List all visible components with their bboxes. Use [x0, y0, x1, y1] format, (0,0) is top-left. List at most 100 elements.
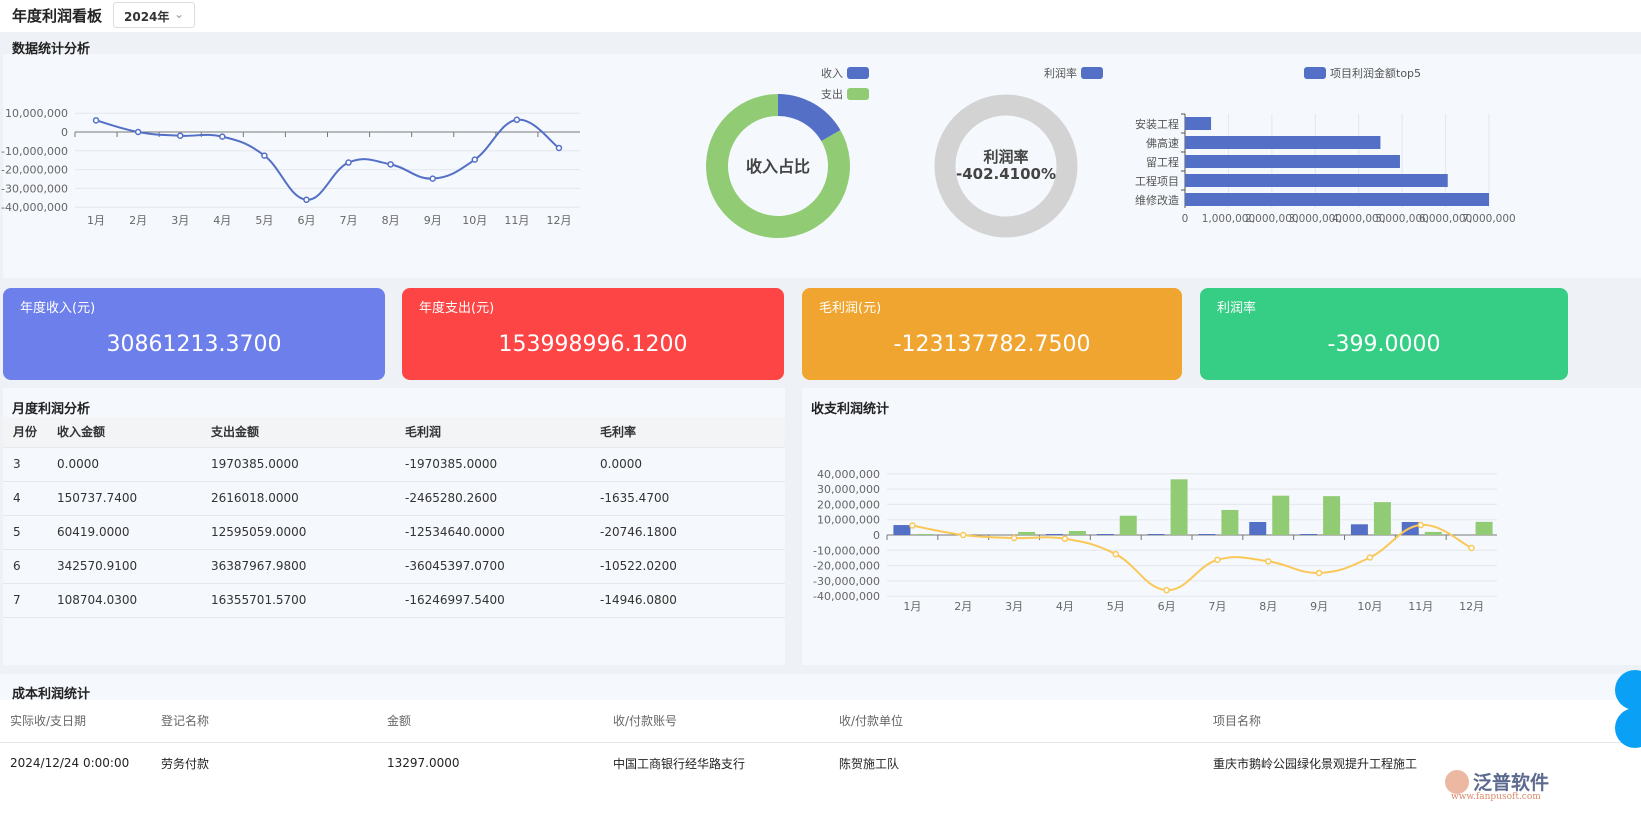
table-cell: -20746.1800: [590, 515, 785, 550]
column-header: 毛利率: [590, 417, 785, 448]
table-cell: 13297.0000: [387, 756, 460, 771]
table-row: 7 108704.0300 16355701.5700 -16246997.5400-…: [3, 583, 785, 618]
x-tick-label: 4,000,000: [1332, 213, 1385, 225]
y-tick-label: -40,000,000: [813, 590, 880, 603]
x-tick-label: 1月: [87, 214, 105, 227]
data-point: [219, 133, 226, 140]
expense-bar: [1221, 509, 1239, 535]
x-tick-label: 3,000,000: [1289, 213, 1342, 225]
income-bar: [1147, 534, 1165, 535]
section-title-stats: 数据统计分析: [12, 42, 91, 57]
data-point: [1417, 521, 1424, 529]
expense-bar: [1119, 515, 1137, 535]
legend-swatch: [1304, 67, 1326, 79]
profit-rate-title: 利润率: [983, 148, 1028, 166]
data-point: [92, 117, 100, 124]
expense-bar: [1272, 495, 1290, 535]
y-tick-label: -20,000,000: [813, 560, 880, 573]
column-header: 实际收/支日期: [0, 700, 151, 743]
data-point: [429, 175, 436, 182]
y-tick-label: 40,000,000: [817, 468, 880, 481]
data-point: [261, 152, 268, 159]
y-tick-label: 佛高速: [1146, 136, 1179, 150]
y-tick-label: -30,000,000: [813, 575, 880, 588]
y-tick-label: -30,000,000: [1, 182, 68, 195]
kpi-card-title: 年度支出(元): [419, 301, 495, 316]
y-tick-label: 0: [61, 126, 68, 139]
x-tick-label: 4月: [213, 214, 231, 227]
page-title: 年度利润看板: [12, 7, 103, 25]
x-tick-label: 6月: [297, 214, 315, 227]
table-cell: 16355701.5700: [201, 583, 395, 618]
table-cell: 7: [3, 583, 47, 618]
data-point: [1061, 535, 1069, 543]
x-tick-label: 11月: [504, 214, 529, 227]
table-row: 6 342570.9100 36387967.9800 -36045397.0700-…: [3, 549, 785, 584]
table-cell: -2465280.2600: [395, 481, 590, 516]
expense-bar: [1424, 531, 1442, 535]
column-header: 收入金额: [47, 417, 201, 448]
table-cell: -10522.0200: [590, 549, 785, 584]
expense-bar: [1068, 530, 1086, 535]
x-tick-label: 7月: [1208, 600, 1226, 613]
table-cell: -16246997.5400: [395, 583, 590, 618]
data-point: [176, 132, 184, 139]
bar: [1185, 117, 1212, 130]
bar: [1185, 174, 1448, 187]
legend-label: 项目利润金额top5: [1330, 66, 1421, 80]
bar: [1185, 155, 1400, 168]
x-tick-label: 6,000,000: [1419, 213, 1472, 225]
x-tick-label: 2月: [954, 600, 972, 613]
expense-bar: [1323, 496, 1341, 535]
logo-icon: [1445, 770, 1469, 794]
y-tick-label: 0: [873, 529, 880, 542]
pie-slice-expense: [706, 94, 851, 238]
table-cell: 0.0000: [590, 447, 785, 482]
year-select[interactable]: 2024年 ⌄: [113, 2, 195, 28]
data-point: [134, 128, 142, 136]
y-tick-label: 10,000,000: [5, 107, 68, 120]
float-button-chat[interactable]: [1615, 708, 1641, 748]
table-row: 4 150737.7400 2616018.0000 -2465280.2600 -16…: [3, 481, 785, 516]
table-cell: -1970385.0000: [395, 447, 590, 482]
y-tick-label: 留工程: [1146, 156, 1179, 169]
expense-bar: [1475, 521, 1493, 535]
income-expense-chart: 40,000,000 30,000,000 20,000,000 10,000,000…: [813, 468, 1497, 613]
data-point: [960, 531, 967, 539]
float-button-help[interactable]: [1615, 670, 1641, 710]
table-row: 2024/12/24 0:00:00 劳务付款 13297.0000 中国工商银行经华…: [0, 742, 1641, 784]
income-bar: [1045, 534, 1063, 535]
kpi-card: 利润率 -399.0000: [1200, 288, 1568, 380]
section-title-cost: 成本利润统计: [12, 687, 91, 702]
kpi-card-title: 毛利润(元): [819, 301, 882, 316]
kpi-card-value: -123137782.7500: [893, 332, 1091, 357]
column-header: 月份: [3, 417, 47, 448]
kpi-card: 毛利润(元) -123137782.7500: [802, 288, 1182, 380]
table-cell: 36387967.9800: [201, 549, 395, 584]
x-tick-label: 12月: [546, 214, 571, 227]
table-row: 5 60419.0000 12595059.0000 -12534640.0000 -2…: [3, 515, 785, 550]
table-cell: 重庆市鹅岭公园绿化景观提升工程施工: [1213, 756, 1418, 771]
y-tick-label: -40,000,000: [1, 201, 68, 214]
income-bar: [1249, 521, 1267, 535]
table-cell: 劳务付款: [161, 756, 210, 771]
x-tick-label: 1月: [903, 600, 921, 613]
data-point: [1265, 558, 1272, 565]
kpi-card: 年度收入(元) 30861213.3700: [3, 288, 385, 380]
column-header: 登记名称: [151, 700, 377, 743]
y-tick-label: 20,000,000: [817, 498, 880, 511]
data-point: [387, 161, 394, 168]
pie-slice-income: [778, 94, 841, 142]
cost-table: 实际收/支日期 登记名称 金额 收/付款账号 收/付款单位 项目名称 2024/12/24 …: [0, 700, 1641, 784]
y-tick-label: 30,000,000: [817, 483, 880, 496]
table-cell: 5: [3, 515, 47, 550]
column-header: 项目名称: [1203, 700, 1641, 743]
y-tick-label: -20,000,000: [1, 164, 68, 177]
x-tick-label: 2,000,000: [1245, 213, 1298, 225]
x-tick-label: 9月: [424, 214, 442, 227]
bar: [1185, 136, 1381, 149]
legend-swatch: [1081, 67, 1103, 79]
column-header: 支出金额: [201, 417, 395, 448]
data-point: [513, 116, 521, 124]
x-tick-label: 0: [1182, 213, 1189, 225]
